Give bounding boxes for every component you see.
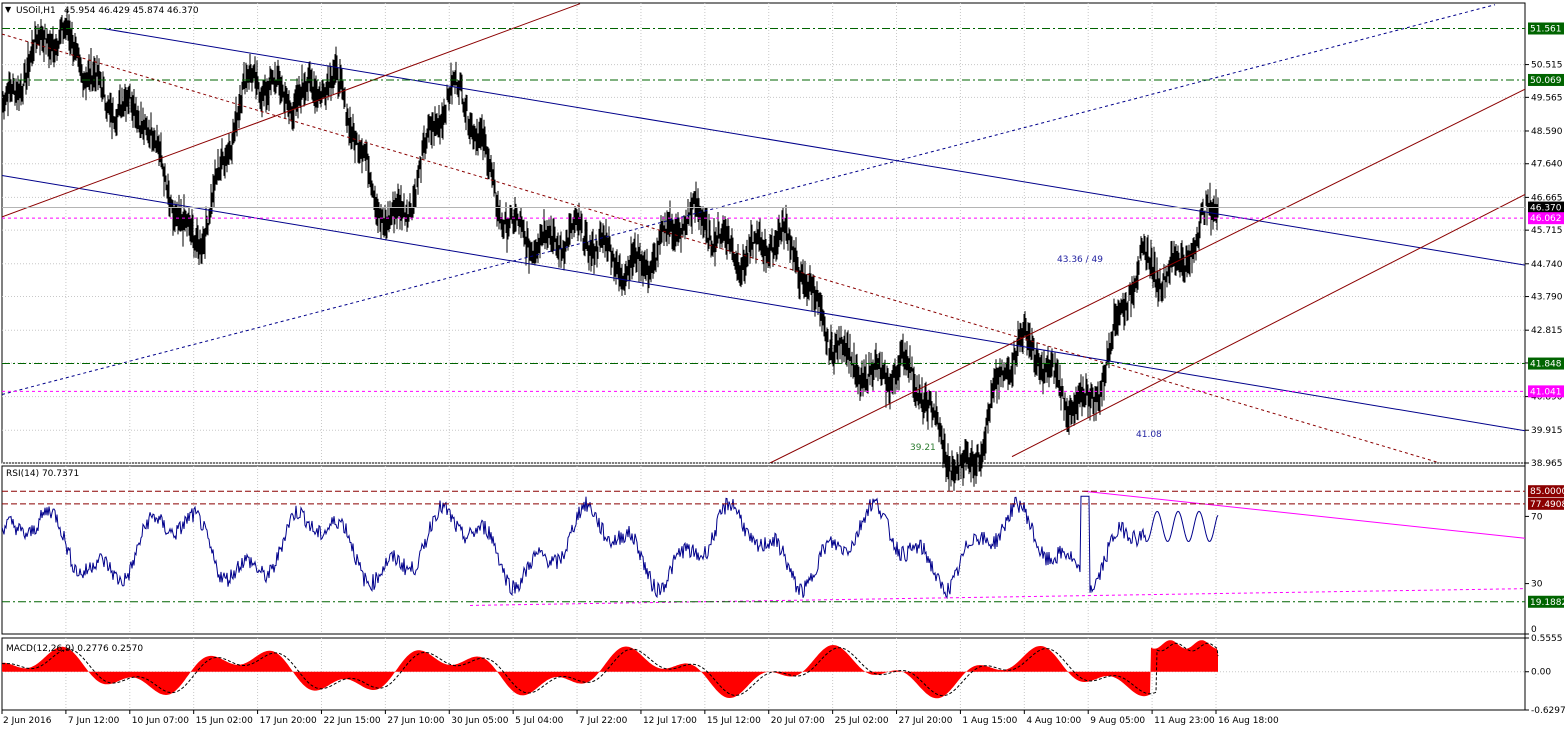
price-bars — [1, 8, 1219, 492]
rsi-tick-label: 0 — [1531, 625, 1537, 635]
rsi-level-tag — [1528, 595, 1564, 608]
time-tick-label: 7 Jul 22:00 — [579, 716, 628, 726]
macd-signal-line — [2, 642, 1219, 697]
price-pane[interactable] — [1, 3, 1525, 492]
level-tag — [1528, 22, 1564, 35]
macd-tick-label: 0.00 — [1531, 668, 1551, 678]
price-tick-label: 40.890 — [1531, 393, 1563, 403]
annotation-channel-target: 43.36 / 49 — [1057, 255, 1103, 265]
time-tick-label: 17 Jun 20:00 — [260, 716, 317, 726]
rsi-tick-label: 30 — [1531, 580, 1543, 590]
price-tick-label: 43.790 — [1531, 293, 1563, 303]
rsi-level-tag-label: 85.0000 — [1530, 487, 1566, 497]
price-tick-label: 38.965 — [1531, 459, 1563, 469]
annotation-low: 39.21 — [910, 443, 936, 453]
rsi-trendline — [1083, 490, 1525, 539]
level-tag-label: 41.041 — [1530, 387, 1562, 397]
macd-tick-label: -0.6297 — [1531, 706, 1566, 716]
time-tick-label: 15 Jun 02:00 — [196, 716, 253, 726]
rsi-line — [2, 495, 1219, 600]
time-tick-label: 7 Jun 12:00 — [68, 716, 120, 726]
level-tag — [1528, 201, 1564, 214]
macd-content — [2, 640, 1525, 699]
level-tag — [1528, 73, 1564, 86]
level-tag-label: 41.848 — [1530, 360, 1562, 370]
time-tick-label: 22 Jun 15:00 — [323, 716, 380, 726]
macd-pane[interactable] — [2, 640, 1525, 699]
price-tick-label: 44.740 — [1531, 260, 1563, 270]
level-tag-label: 46.370 — [1530, 204, 1562, 214]
rsi-level-tag-label: 19.1882 — [1530, 598, 1566, 608]
channel-up-median — [2, 33, 1441, 463]
symbol-label: USOil,H1 — [16, 6, 56, 16]
price-tick-label: 47.640 — [1531, 160, 1563, 170]
time-tick-label: 4 Aug 10:00 — [1026, 716, 1081, 726]
time-tick-label: 1 Aug 15:00 — [962, 716, 1017, 726]
macd-tick-label: 0.5555 — [1531, 634, 1563, 644]
rsi-level-tag-label: 77.4908 — [1530, 500, 1566, 510]
channel-up-lower — [769, 88, 1525, 463]
rsi-tick-label: 70 — [1531, 512, 1543, 522]
price-tick-label: 46.665 — [1531, 193, 1563, 203]
time-tick-label: 11 Aug 23:00 — [1154, 716, 1215, 726]
ohlc-label: 45.954 46.429 45.874 46.370 — [64, 6, 199, 16]
rsi-level-tag — [1528, 485, 1564, 498]
dropdown-arrow-icon[interactable]: ▼ — [5, 5, 12, 14]
price-tick-label: 45.715 — [1531, 226, 1563, 236]
time-tick-label: 30 Jun 05:00 — [451, 716, 508, 726]
price-tick-label: 48.590 — [1531, 127, 1563, 137]
price-tick-label: 42.815 — [1531, 326, 1563, 336]
time-axis[interactable]: 2 Jun 2016 7 Jun 12:00 10 Jun 07:00 15 Jun … — [1, 710, 1279, 726]
time-tick-label: 15 Jul 12:00 — [707, 716, 761, 726]
time-tick-label: 20 Jul 07:00 — [771, 716, 825, 726]
price-tick-label: 39.915 — [1531, 426, 1563, 436]
annotation-support: 41.08 — [1136, 430, 1162, 440]
rsi-level-tag — [1528, 497, 1564, 510]
channel-up-upper — [2, 3, 581, 218]
level-tag-label: 46.062 — [1530, 214, 1562, 224]
price-axis[interactable]: 50.515 49.565 48.590 47.640 46.665 45.715 44.7… — [1525, 22, 1566, 716]
time-tick-label: 25 Jul 02:00 — [835, 716, 889, 726]
rsi-title: RSI(14) 70.7371 — [6, 469, 79, 479]
rsi-content — [2, 490, 1525, 606]
channel-down-projection — [2, 4, 1496, 396]
channel-down-upper — [102, 28, 1525, 266]
time-tick-label: 27 Jul 20:00 — [899, 716, 953, 726]
trend-lines — [2, 3, 1525, 463]
level-tag-label: 51.561 — [1530, 24, 1562, 34]
time-tick-label: 5 Jul 04:00 — [515, 716, 564, 726]
channel-up-lower-2 — [1011, 194, 1525, 458]
chart-header: ▼ USOil,H1 45.954 46.429 45.874 46.370 — [5, 5, 199, 16]
rsi-pane[interactable] — [2, 490, 1525, 606]
level-tag — [1528, 212, 1564, 225]
time-tick-label: 9 Aug 05:00 — [1090, 716, 1145, 726]
price-tick-label: 50.515 — [1531, 61, 1563, 71]
time-tick-label: 16 Aug 18:00 — [1218, 716, 1279, 726]
rsi-support-trend — [469, 588, 1525, 606]
level-tag-label: 50.069 — [1530, 76, 1562, 86]
price-tick-label: 49.565 — [1531, 93, 1563, 103]
macd-title: MACD(12,26,9) 0.2776 0.2570 — [6, 644, 143, 654]
level-tag — [1528, 385, 1564, 398]
time-tick-label: 10 Jun 07:00 — [132, 716, 189, 726]
time-tick-label: 27 Jun 10:00 — [387, 716, 444, 726]
macd-histogram — [2, 640, 1218, 699]
time-tick-label: 12 Jul 17:00 — [643, 716, 697, 726]
level-tag — [1528, 357, 1564, 370]
time-tick-label: 2 Jun 2016 — [3, 716, 52, 726]
